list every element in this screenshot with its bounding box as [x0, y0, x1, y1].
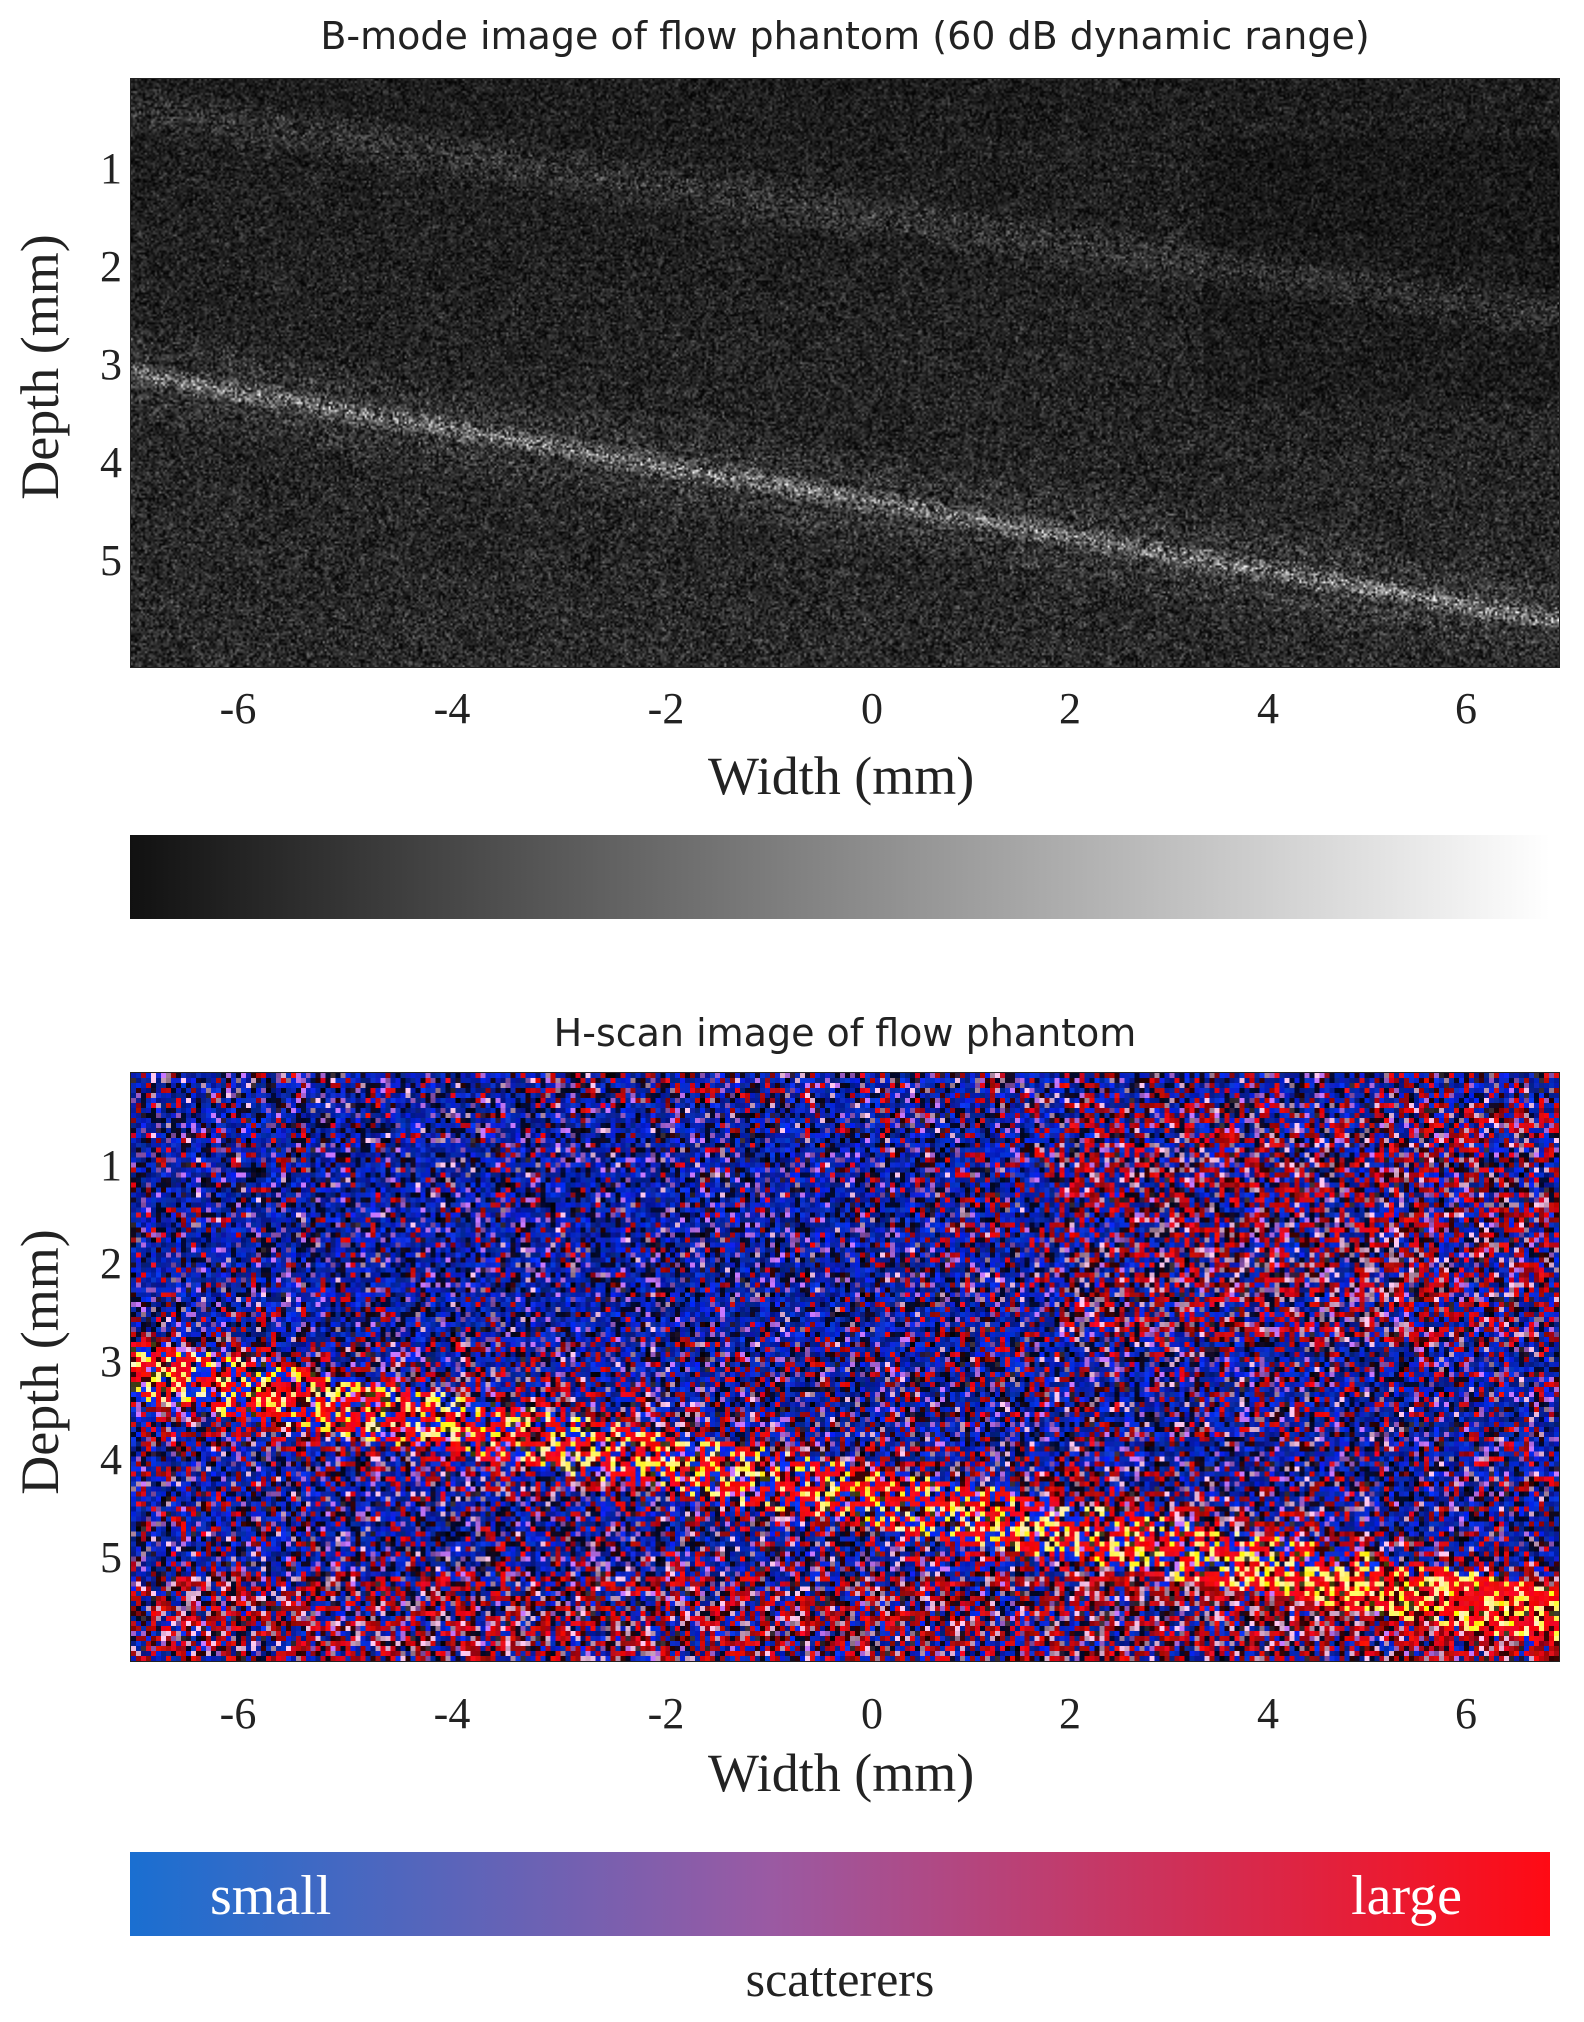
hscan-x-axis-label: Width (mm)	[708, 1743, 975, 1803]
bmode-title: B-mode image of flow phantom (60 dB dyna…	[320, 14, 1370, 58]
hscan-ytick-5: 5	[100, 1533, 122, 1582]
bmode-xtick-neg2: -2	[647, 684, 685, 733]
hscan-ytick-1: 1	[100, 1141, 122, 1190]
hscan-y-axis-label: Depth (mm)	[10, 1229, 70, 1495]
bmode-ytick-2: 2	[100, 242, 122, 291]
scatterer-size-colorbar: small large	[130, 1852, 1550, 1936]
colorbar-large-label: large	[1351, 1865, 1462, 1927]
hscan-xtick-4: 4	[1257, 1689, 1279, 1738]
colorbar-caption: scatterers	[745, 1951, 935, 2007]
hscan-ytick-4: 4	[100, 1435, 122, 1484]
bmode-xtick-neg6: -6	[219, 684, 257, 733]
bmode-ytick-1: 1	[100, 144, 122, 193]
bmode-ytick-3: 3	[100, 340, 122, 389]
hscan-ytick-3: 3	[100, 1337, 122, 1386]
bmode-xtick-4: 4	[1257, 684, 1279, 733]
hscan-xtick-neg2: -2	[647, 1689, 685, 1738]
bmode-ytick-4: 4	[100, 438, 122, 487]
bmode-xtick-2: 2	[1059, 684, 1081, 733]
bmode-speckle-canvas	[131, 79, 1559, 667]
hscan-xtick-2: 2	[1059, 1689, 1081, 1738]
hscan-image	[130, 1072, 1560, 1662]
bmode-ytick-5: 5	[100, 536, 122, 585]
hscan-xtick-neg4: -4	[433, 1689, 471, 1738]
hscan-xtick-neg6: -6	[219, 1689, 257, 1738]
hscan-xtick-0: 0	[861, 1689, 883, 1738]
bmode-y-axis-label: Depth (mm)	[10, 234, 70, 500]
bmode-xtick-6: 6	[1455, 684, 1477, 733]
bmode-xtick-neg4: -4	[433, 684, 471, 733]
hscan-xtick-6: 6	[1455, 1689, 1477, 1738]
hscan-title: H-scan image of flow phantom	[553, 1011, 1137, 1055]
grayscale-colorbar	[130, 835, 1550, 919]
bmode-image	[130, 78, 1560, 668]
colorbar-small-label: small	[210, 1865, 332, 1927]
bmode-x-axis-label: Width (mm)	[708, 746, 975, 806]
bmode-xtick-0: 0	[861, 684, 883, 733]
hscan-ytick-2: 2	[100, 1239, 122, 1288]
hscan-speckle-canvas	[131, 1073, 1559, 1661]
